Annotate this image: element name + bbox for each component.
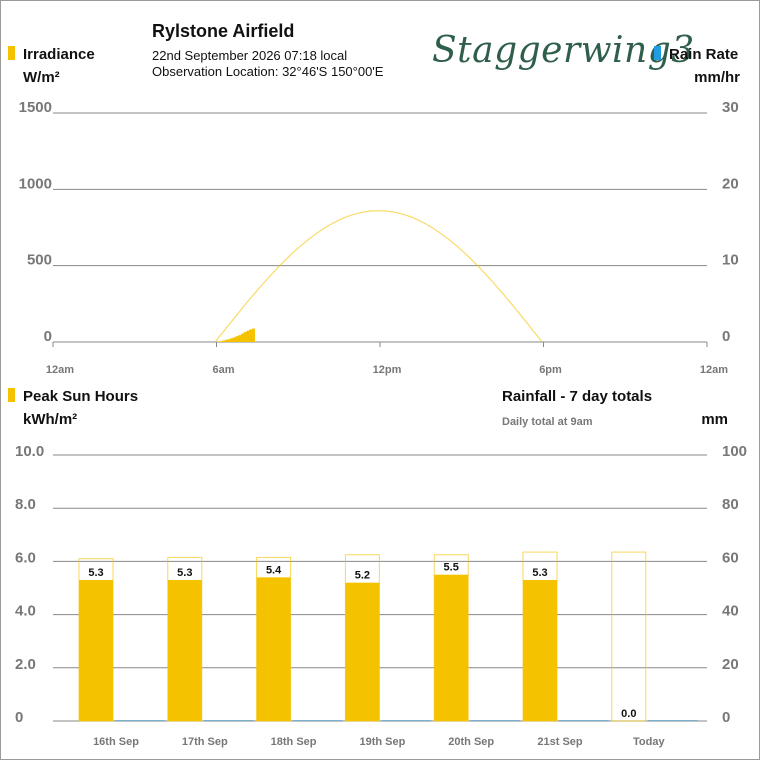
irradiance-label: Irradiance (23, 46, 95, 63)
irradiance-bar (232, 337, 236, 342)
rain-rate-legend-swatch-icon (654, 46, 661, 60)
rainfall-subtitle: Daily total at 9am (502, 416, 593, 428)
category-label: 21st Sep (537, 736, 583, 748)
sun-hours-legend-swatch-icon (8, 388, 15, 402)
rainfall-y-tick-label: 100 (722, 443, 747, 460)
sun-hours-value-label: 5.3 (177, 567, 192, 579)
x-tick-label: 12pm (373, 364, 402, 376)
sun-hours-y-tick-label: 0 (15, 709, 23, 726)
irradiance-y-tick-label: 500 (27, 252, 52, 269)
rainfall-y-tick-label: 0 (722, 709, 730, 726)
irradiance-bar (243, 332, 247, 342)
category-label: 20th Sep (448, 736, 494, 748)
irradiance-bar (238, 335, 242, 342)
clear-sky-curve (214, 210, 543, 343)
irradiance-y-tick-label: 1500 (19, 99, 52, 116)
sun-hours-y-tick-label: 8.0 (15, 496, 36, 513)
irradiance-bar (235, 336, 239, 342)
rain-rate-y-tick-label: 10 (722, 252, 739, 269)
rain-rate-unit: mm/hr (694, 69, 740, 86)
rainfall-bar (381, 720, 432, 721)
rainfall-bar (559, 720, 609, 721)
sun-hours-bar (79, 580, 113, 721)
rain-rate-y-tick-label: 30 (722, 99, 739, 116)
brand-logo: Staggerwing3 (432, 30, 695, 71)
category-label: 19th Sep (359, 736, 405, 748)
sun-hours-value-label: 5.3 (532, 567, 547, 579)
potential-sun-hours-outline (611, 551, 647, 722)
rainfall-bar (292, 720, 343, 721)
irradiance-legend-swatch-icon (8, 46, 15, 60)
sun-hours-value-label: 5.2 (355, 570, 370, 582)
sun-hours-y-tick-label: 6.0 (15, 549, 36, 566)
irradiance-bar (249, 329, 253, 342)
sun-hours-bar (167, 580, 202, 721)
sun-hours-chart: 10.0 8.0 6.0 4.0 2.0 0 100 80 60 40 20 0 5.3 16th Sep… (15, 443, 747, 748)
station-name: Rylstone Airfield (152, 21, 295, 41)
x-tick-label: 12am (46, 364, 74, 376)
category-label: Today (633, 736, 665, 748)
irradiance-chart: 1500 1000 500 0 30 20 10 0 12am 6am 12pm 6pm 12am (19, 99, 739, 376)
rain-rate-y-tick-label: 0 (722, 328, 730, 345)
sun-hours-y-tick-label: 4.0 (15, 603, 36, 620)
irradiance-bar (219, 341, 223, 342)
sun-hours-value-label: 0.0 (621, 708, 636, 720)
irradiance-bar (230, 338, 234, 342)
irradiance-bar (227, 339, 231, 342)
irradiance-y-tick-label: 1000 (19, 175, 52, 192)
x-tick-label: 6am (212, 364, 234, 376)
irradiance-bar (221, 340, 225, 342)
rainfall-y-tick-label: 80 (722, 496, 739, 513)
irradiance-bar (251, 328, 255, 342)
irradiance-bar (224, 339, 228, 342)
rainfall-y-tick-label: 40 (722, 603, 739, 620)
rainfall-y-tick-label: 60 (722, 549, 739, 566)
rain-rate-y-tick-label: 20 (722, 175, 739, 192)
rainfall-y-tick-label: 20 (722, 656, 739, 673)
sun-hours-unit: kWh/m² (23, 411, 78, 428)
observation-datetime: 22nd September 2026 07:18 local (152, 48, 348, 63)
rain-rate-label: Rain Rate (669, 46, 739, 63)
sun-hours-y-tick-label: 10.0 (15, 443, 44, 460)
rainfall-bar (203, 720, 254, 721)
rainfall-bar (115, 720, 165, 721)
sun-hours-bar (523, 580, 557, 721)
irradiance-bar (241, 333, 245, 342)
rainfall-label: Rainfall - 7 day totals (502, 388, 653, 405)
rainfall-unit: mm (701, 411, 728, 428)
sun-hours-value-label: 5.3 (88, 567, 103, 579)
sun-hours-bar (256, 577, 291, 721)
rainfall-bar (647, 720, 698, 721)
sun-hours-bar (345, 582, 380, 721)
irradiance-unit: W/m² (23, 69, 60, 86)
x-tick-label: 6pm (539, 364, 562, 376)
sun-hours-bar (434, 574, 469, 721)
sun-hours-value-label: 5.4 (266, 564, 282, 576)
irradiance-bar (246, 330, 250, 342)
sun-hours-y-tick-label: 2.0 (15, 656, 36, 673)
category-label: 17th Sep (182, 736, 228, 748)
category-label: 18th Sep (271, 736, 317, 748)
sun-hours-value-label: 5.5 (444, 562, 459, 574)
x-tick-label: 12am (700, 364, 728, 376)
rainfall-bar (470, 720, 521, 721)
irradiance-y-tick-label: 0 (44, 328, 52, 345)
observation-location: Observation Location: 32°46'S 150°00'E (152, 64, 384, 79)
sun-hours-label: Peak Sun Hours (23, 388, 139, 405)
category-label: 16th Sep (93, 736, 139, 748)
